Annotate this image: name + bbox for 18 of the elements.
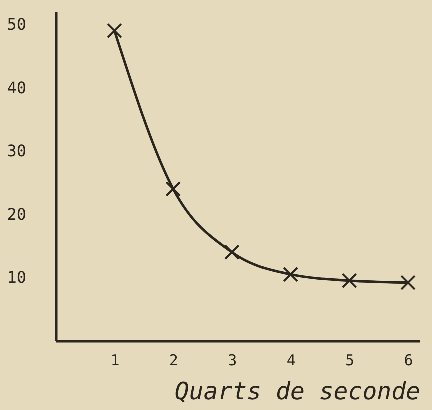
x-tick-label: 2 <box>169 352 178 370</box>
point <box>400 275 416 290</box>
point <box>107 23 122 39</box>
y-tick-label: 40 <box>7 78 26 98</box>
y-tick-label: 10 <box>7 268 26 288</box>
point <box>166 181 182 197</box>
y-tick-label: 50 <box>7 15 26 34</box>
x-tick-label: 3 <box>228 352 238 370</box>
x-tick-label: 6 <box>404 352 414 370</box>
x-axis-title: Quarts de seconde <box>174 378 420 406</box>
x-tick-label: 1 <box>110 352 120 370</box>
x-tick-label: 4 <box>286 352 296 370</box>
point <box>283 266 299 282</box>
point <box>342 273 358 289</box>
point <box>224 244 240 260</box>
x-tick-label: 5 <box>346 352 355 370</box>
y-tick-label: 20 <box>7 204 26 224</box>
y-tick-label: 30 <box>7 142 26 161</box>
